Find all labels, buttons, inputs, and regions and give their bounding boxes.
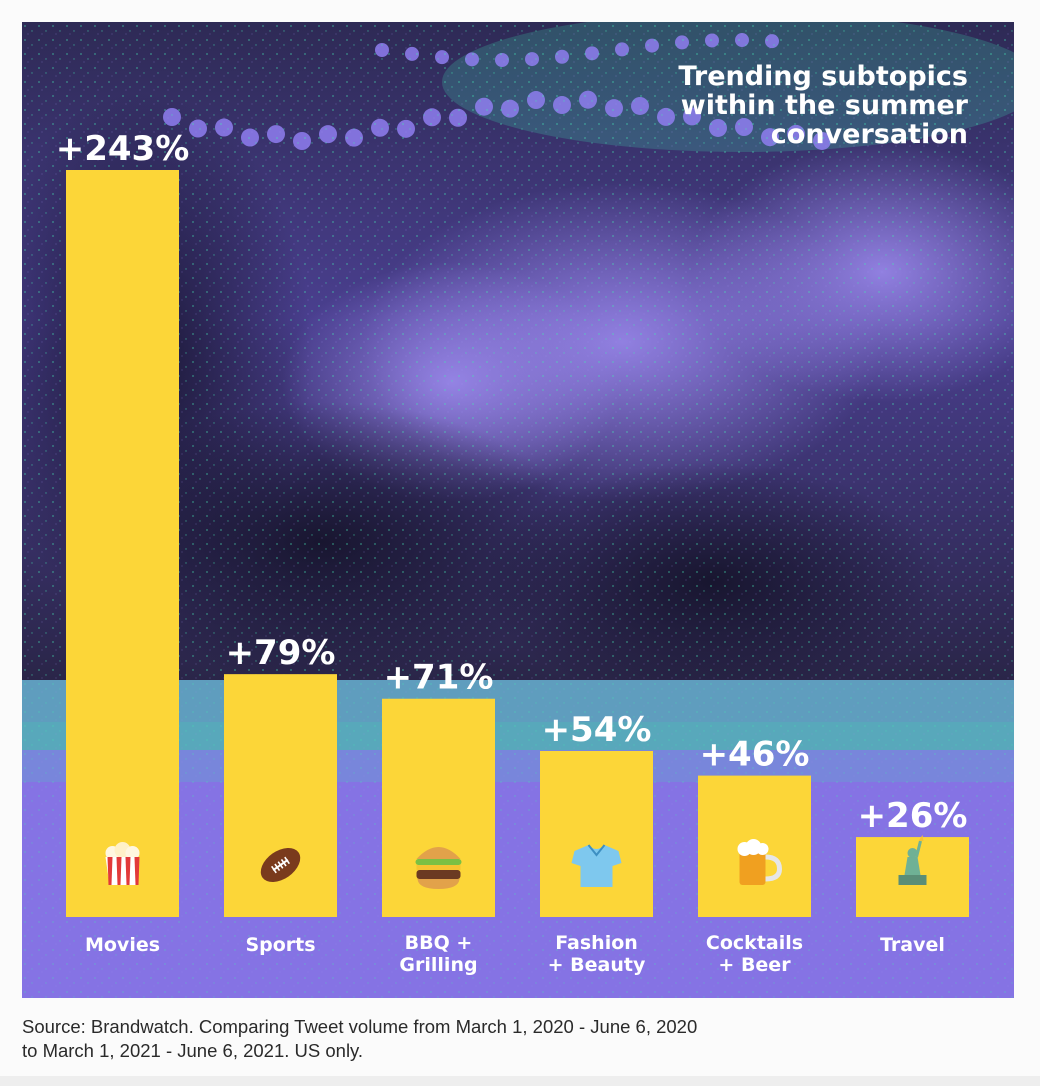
bar-series — [66, 170, 969, 917]
category-label: Grilling — [399, 954, 477, 976]
data-label: +54% — [542, 710, 652, 750]
source-line-1: Source: Brandwatch. Comparing Tweet volu… — [22, 1016, 698, 1037]
beer-mug-icon — [737, 839, 783, 885]
title-line-2: within the summer — [681, 90, 969, 121]
data-label: +79% — [226, 633, 336, 673]
bar-fashion-beauty — [540, 751, 653, 917]
tshirt-icon — [571, 844, 622, 887]
category-label: Travel — [880, 934, 945, 956]
source-note: Source: Brandwatch. Comparing Tweet volu… — [22, 1015, 1022, 1063]
infographic-chart: Trending subtopics within the summer con… — [22, 22, 1014, 998]
category-label: Sports — [245, 934, 315, 956]
title-line-1: Trending subtopics — [678, 61, 968, 92]
data-label: +243% — [56, 129, 190, 169]
football-icon — [260, 847, 301, 883]
chart-canvas: Trending subtopics within the summer con… — [22, 22, 1014, 998]
data-label: +71% — [384, 658, 494, 698]
category-labels: Movies Sports BBQ +Grilling Fashion+ Beauty… — [85, 932, 945, 976]
value-labels: +243% +79% +71% +54% +46% +26% — [56, 129, 968, 836]
category-label: + Beer — [718, 954, 791, 976]
page-bottom-strip — [0, 1076, 1040, 1086]
category-label: Movies — [85, 934, 160, 956]
source-line-2: to March 1, 2021 - June 6, 2021. US only… — [22, 1040, 364, 1061]
bar-movies — [66, 170, 179, 917]
photo-background — [22, 22, 1014, 998]
popcorn-icon — [105, 842, 140, 885]
hamburger-icon — [415, 847, 462, 889]
chart-title: Trending subtopics within the summer con… — [678, 61, 968, 150]
category-label: BBQ + — [405, 932, 473, 954]
category-label: + Beauty — [548, 954, 646, 976]
category-icons — [105, 835, 927, 889]
data-label: +26% — [858, 796, 968, 836]
data-label: +46% — [700, 735, 810, 775]
category-label: Cocktails — [706, 932, 803, 954]
statue-of-liberty-icon — [898, 835, 927, 885]
title-line-3: conversation — [771, 119, 968, 150]
category-label: Fashion — [555, 932, 638, 954]
